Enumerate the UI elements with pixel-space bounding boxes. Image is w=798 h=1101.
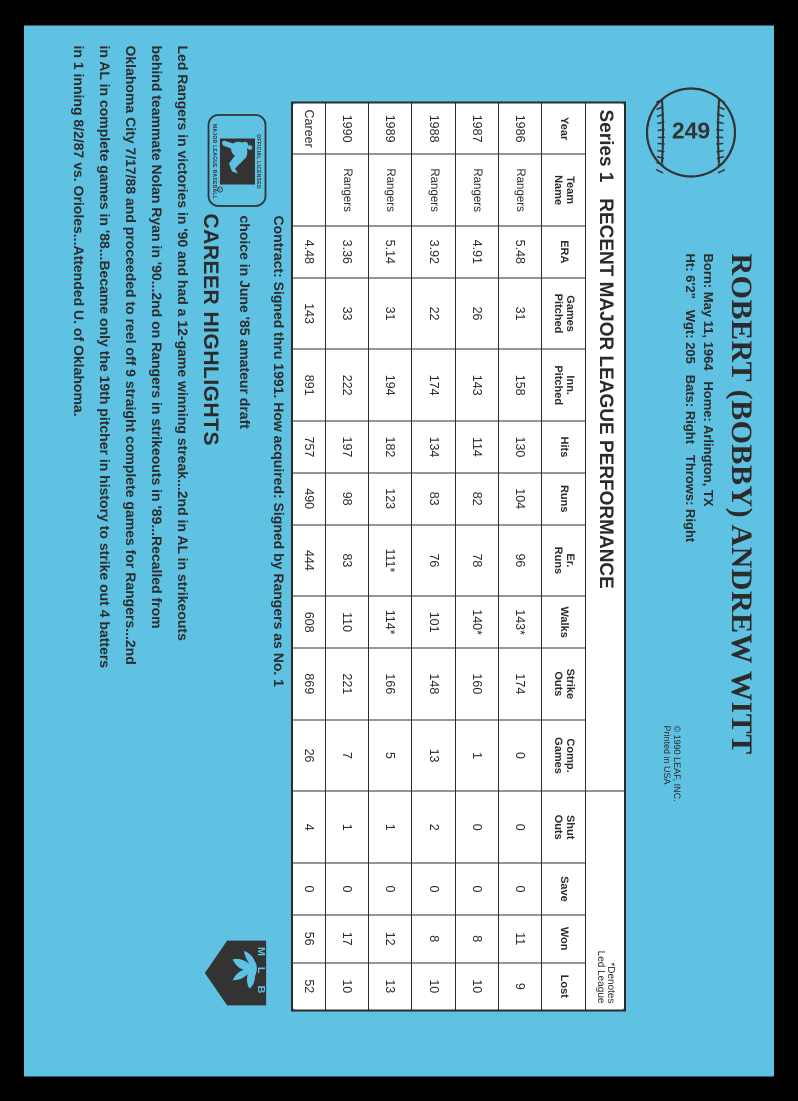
svg-text:B: B: [255, 985, 265, 993]
svg-text:OFFICIAL LICENSED: OFFICIAL LICENSED: [255, 134, 261, 189]
svg-text:L: L: [255, 966, 265, 973]
svg-text:M: M: [255, 946, 265, 955]
svg-text:249: 249: [672, 117, 710, 143]
svg-text:R: R: [217, 188, 221, 191]
